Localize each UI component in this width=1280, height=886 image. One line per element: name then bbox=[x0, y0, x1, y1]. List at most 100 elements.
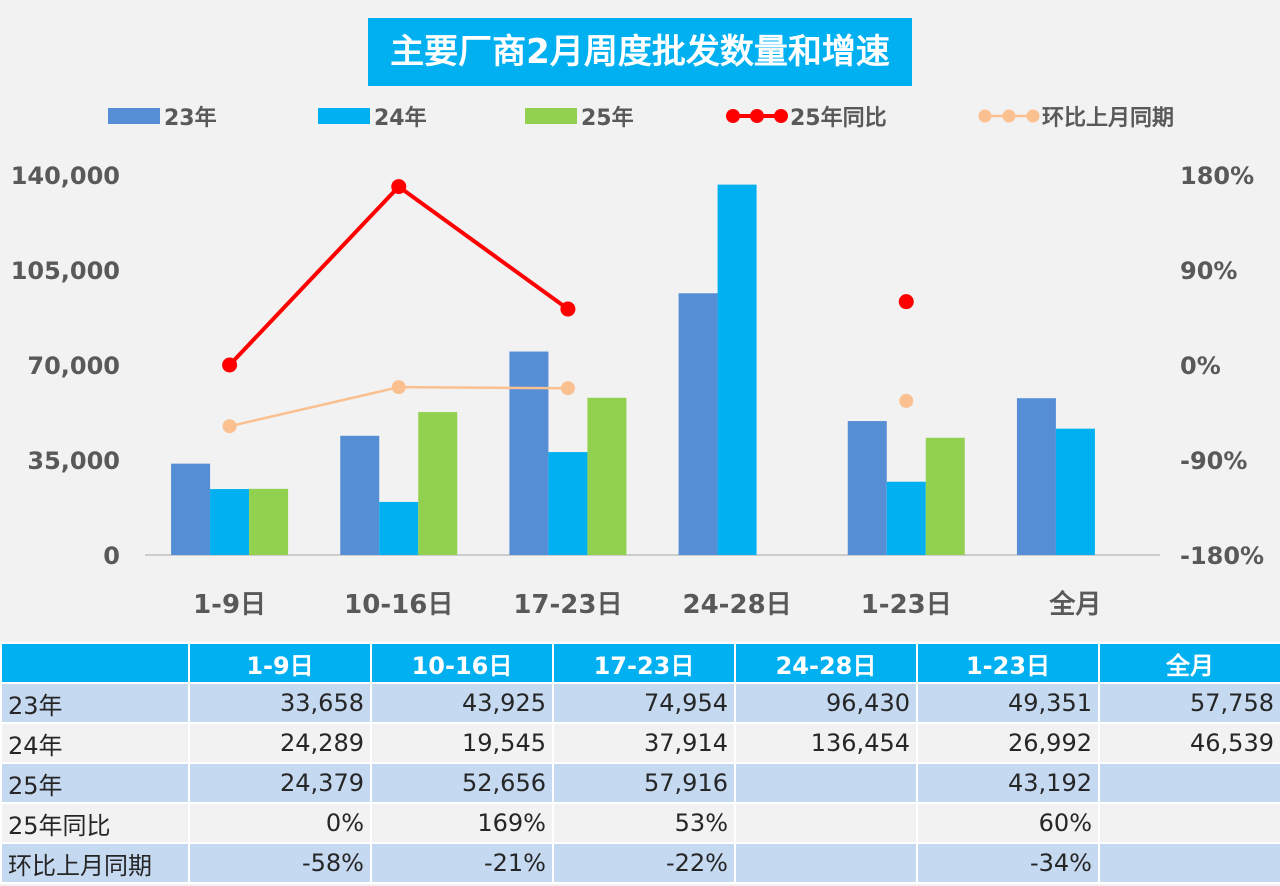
chart-area: 主要厂商2月周度批发数量和增速 23年 24年 25年 25年同比 环比上月同期 0 35… bbox=[10, 18, 1265, 620]
legend-swatch-marker bbox=[726, 109, 740, 123]
chart-svg: 主要厂商2月周度批发数量和增速 23年 24年 25年 25年同比 环比上月同期 0 35… bbox=[10, 18, 1265, 620]
lines-layer bbox=[222, 179, 914, 434]
table-cell: -21% bbox=[370, 842, 554, 884]
legend: 23年 24年 25年 25年同比 环比上月同期 bbox=[108, 105, 1174, 131]
table-row: 25年同比 0% 169% 53% 60% bbox=[0, 802, 1280, 844]
bar bbox=[886, 481, 926, 555]
line-point bbox=[898, 294, 914, 310]
bar bbox=[340, 435, 380, 555]
bar bbox=[1016, 398, 1056, 555]
table-row: 23年 33,658 43,925 74,954 96,430 49,351 5… bbox=[0, 682, 1280, 724]
table-cell: 96,430 bbox=[734, 682, 918, 724]
legend-label: 25年同比 bbox=[790, 105, 887, 131]
row-label: 环比上月同期 bbox=[0, 842, 190, 884]
row-label: 23年 bbox=[0, 682, 190, 724]
bar bbox=[925, 437, 965, 555]
bar bbox=[171, 463, 211, 555]
x-tick-label: 17-23日 bbox=[513, 590, 622, 620]
data-table: 1-9日 10-16日 17-23日 24-28日 1-23日 全月 23年 3… bbox=[0, 642, 1280, 884]
bar bbox=[509, 351, 549, 555]
table-cell: 24,289 bbox=[188, 722, 372, 764]
table-cell bbox=[734, 842, 918, 884]
line-point bbox=[222, 357, 238, 373]
table-cell: 46,539 bbox=[1098, 722, 1280, 764]
table-cell: -34% bbox=[916, 842, 1100, 884]
line-point bbox=[222, 419, 237, 434]
legend-label: 环比上月同期 bbox=[1042, 106, 1174, 131]
table-cell: 33,658 bbox=[188, 682, 372, 724]
y-left-tick-label: 105,000 bbox=[11, 257, 120, 285]
table-cell: 53% bbox=[552, 802, 736, 844]
y-right-tick-label: -180% bbox=[1180, 542, 1264, 570]
row-label: 25年 bbox=[0, 762, 190, 804]
bar bbox=[847, 421, 887, 555]
y-left-tick-label: 35,000 bbox=[27, 447, 120, 475]
bars-layer bbox=[171, 184, 1095, 555]
bar bbox=[418, 412, 458, 555]
table-header-cell: 1-23日 bbox=[916, 642, 1100, 684]
table-cell: -22% bbox=[552, 842, 736, 884]
chart-title-box bbox=[368, 18, 912, 86]
legend-swatch-marker bbox=[978, 109, 992, 123]
table-cell bbox=[1098, 802, 1280, 844]
x-tick-label: 全月 bbox=[1048, 589, 1101, 620]
legend-swatch-marker bbox=[774, 109, 788, 123]
legend-swatch bbox=[108, 108, 160, 124]
chart-title: 主要厂商2月周度批发数量和增速 bbox=[390, 32, 890, 72]
bar bbox=[717, 184, 757, 555]
table-cell: 43,925 bbox=[370, 682, 554, 724]
table-header-cell: 24-28日 bbox=[734, 642, 918, 684]
table-cell: 52,656 bbox=[370, 762, 554, 804]
row-label: 25年同比 bbox=[0, 802, 190, 844]
y-right-tick-label: -90% bbox=[1180, 447, 1247, 475]
x-tick-label: 1-23日 bbox=[861, 590, 952, 620]
legend-swatch-marker bbox=[750, 109, 764, 123]
line-point bbox=[391, 380, 406, 395]
table-header-row: 1-9日 10-16日 17-23日 24-28日 1-23日 全月 bbox=[0, 642, 1280, 684]
axes-layer: 0 35,000 70,000 105,000 140,000 -180% -90% 0% 90… bbox=[11, 162, 1264, 620]
table-cell: 57,916 bbox=[552, 762, 736, 804]
table-header-cell: 17-23日 bbox=[552, 642, 736, 684]
table-cell: 74,954 bbox=[552, 682, 736, 724]
legend-label: 25年 bbox=[581, 105, 634, 131]
line-point bbox=[560, 301, 576, 317]
table-cell bbox=[1098, 762, 1280, 804]
legend-swatch-marker bbox=[1002, 109, 1016, 123]
row-label: 24年 bbox=[0, 722, 190, 764]
table-header-cell: 全月 bbox=[1098, 642, 1280, 684]
table-row: 环比上月同期 -58% -21% -22% -34% bbox=[0, 842, 1280, 884]
table-header-cell bbox=[0, 642, 190, 684]
bar bbox=[678, 293, 718, 555]
bar bbox=[587, 397, 627, 555]
table-cell: 26,992 bbox=[916, 722, 1100, 764]
x-tick-label: 1-9日 bbox=[193, 590, 266, 620]
table-cell: 169% bbox=[370, 802, 554, 844]
bar bbox=[379, 501, 419, 555]
y-right-tick-label: 180% bbox=[1180, 162, 1254, 190]
table-cell: 136,454 bbox=[734, 722, 918, 764]
y-right-tick-label: 0% bbox=[1180, 352, 1221, 380]
legend-swatch bbox=[318, 108, 370, 124]
table-row: 24年 24,289 19,545 37,914 136,454 26,992 … bbox=[0, 722, 1280, 764]
table-header-cell: 10-16日 bbox=[370, 642, 554, 684]
y-right-tick-label: 90% bbox=[1180, 257, 1237, 285]
y-left-tick-label: 140,000 bbox=[11, 162, 120, 190]
table-cell: 24,379 bbox=[188, 762, 372, 804]
line-point bbox=[899, 393, 914, 408]
legend-label: 23年 bbox=[164, 105, 217, 131]
bar bbox=[1055, 428, 1095, 555]
table-cell: 43,192 bbox=[916, 762, 1100, 804]
table-cell: 37,914 bbox=[552, 722, 736, 764]
table-cell: 19,545 bbox=[370, 722, 554, 764]
table-cell bbox=[734, 762, 918, 804]
table-header-cell: 1-9日 bbox=[188, 642, 372, 684]
x-tick-label: 10-16日 bbox=[344, 590, 453, 620]
table-row: 25年 24,379 52,656 57,916 43,192 bbox=[0, 762, 1280, 804]
table-cell: 49,351 bbox=[916, 682, 1100, 724]
line-point bbox=[560, 381, 575, 396]
y-left-tick-label: 0 bbox=[103, 542, 120, 570]
table-cell: 60% bbox=[916, 802, 1100, 844]
bar bbox=[249, 488, 289, 555]
bar bbox=[548, 452, 588, 555]
legend-label: 24年 bbox=[374, 105, 427, 131]
